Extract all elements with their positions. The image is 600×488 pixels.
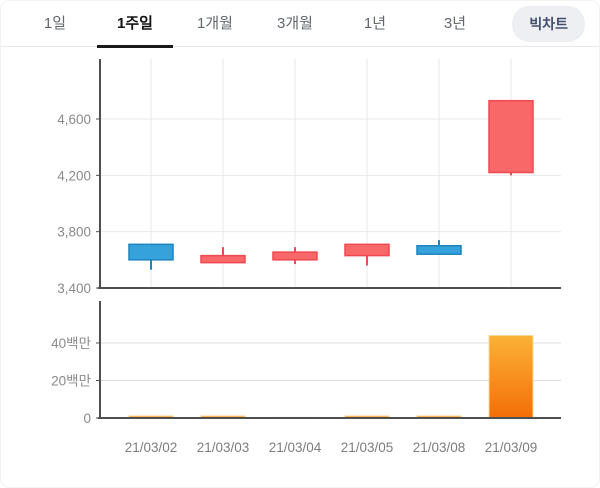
tab-1year[interactable]: 1년 bbox=[363, 14, 387, 32]
date-label: 21/03/02 bbox=[125, 440, 178, 455]
tab-1month[interactable]: 1개월 bbox=[197, 14, 233, 32]
candle-body[interactable] bbox=[272, 251, 318, 261]
date-label: 21/03/03 bbox=[197, 440, 250, 455]
date-label: 21/03/08 bbox=[413, 440, 466, 455]
candle-body[interactable] bbox=[200, 254, 246, 264]
price-tick-label: 4,200 bbox=[57, 168, 91, 183]
tab-1day[interactable]: 1일 bbox=[43, 14, 67, 32]
volume-tick-label: 0 bbox=[83, 411, 91, 426]
candle-body[interactable] bbox=[488, 99, 534, 174]
tab-1week[interactable]: 1주일 bbox=[95, 1, 175, 48]
candle-body[interactable] bbox=[128, 243, 174, 261]
candle-body[interactable] bbox=[344, 243, 390, 257]
period-tabbar: 1일 1주일 1개월 3개월 1년 3년 빅차트 bbox=[1, 1, 599, 48]
volume-tick-label: 40백만 bbox=[51, 336, 91, 351]
price-tick-label: 4,600 bbox=[57, 112, 91, 127]
price-tick-label: 3,400 bbox=[57, 281, 91, 296]
tab-3months[interactable]: 3개월 bbox=[277, 14, 313, 32]
volume-bar[interactable] bbox=[488, 335, 534, 419]
price-tick-label: 3,800 bbox=[57, 225, 91, 240]
big-chart-button[interactable]: 빅차트 bbox=[512, 5, 585, 42]
date-label: 21/03/05 bbox=[341, 440, 394, 455]
date-label: 21/03/04 bbox=[269, 440, 322, 455]
candle-body[interactable] bbox=[416, 244, 462, 255]
tab-3years[interactable]: 3년 bbox=[443, 14, 467, 32]
volume-tick-label: 20백만 bbox=[51, 374, 91, 389]
date-label: 21/03/09 bbox=[485, 440, 538, 455]
